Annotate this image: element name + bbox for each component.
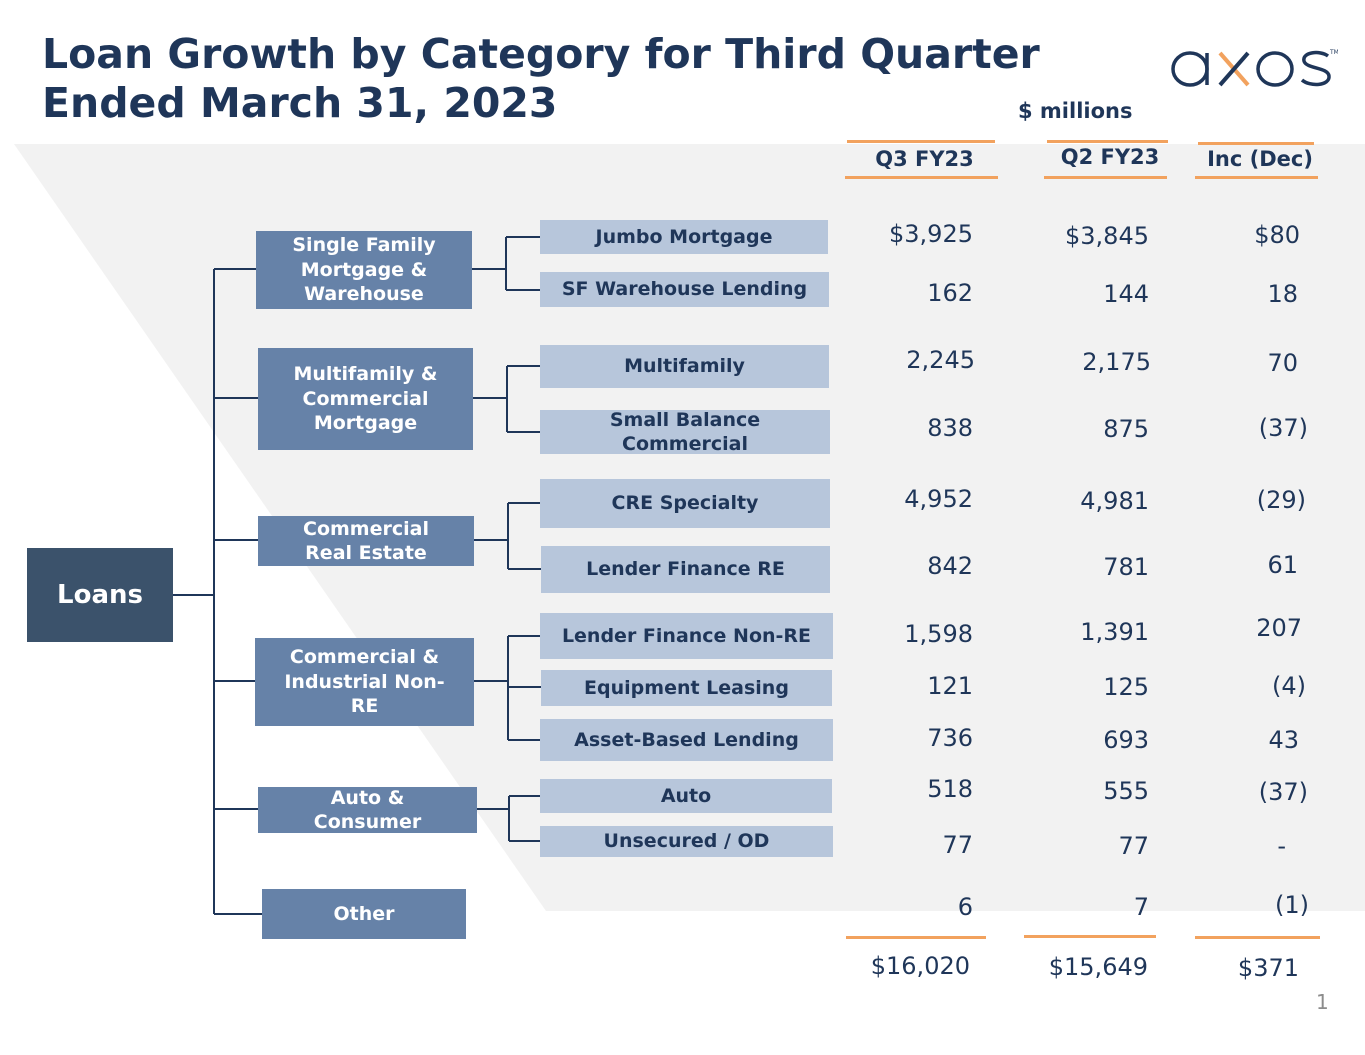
loans-root-label: Loans — [57, 580, 143, 610]
title-line-1: Loan Growth by Category for Third Quarte… — [42, 30, 1040, 78]
leaf-label: Lender Finance Non-RE — [561, 624, 812, 647]
q3-header-rule-top — [847, 140, 995, 143]
value-q3: 77 — [942, 831, 973, 859]
leaf-label: Asset-Based Lending — [574, 728, 799, 751]
value-q3: 6 — [957, 893, 973, 921]
group-label: Single Family Mortgage & Warehouse — [292, 234, 436, 306]
column-header-q2: Q2 FY23 — [1060, 145, 1160, 169]
group-label: Auto & Consumer — [313, 786, 422, 834]
value-change: (4) — [1272, 672, 1306, 700]
value-q2: 555 — [1103, 777, 1149, 805]
group-commercial-real-estate: Commercial Real Estate — [258, 516, 474, 566]
value-q2: 875 — [1103, 415, 1149, 443]
page-title: Loan Growth by Category for Third Quarte… — [42, 30, 1040, 128]
axos-logo: axos TM — [1171, 49, 1338, 87]
value-q3: 736 — [927, 724, 973, 752]
q2-header-rule-top — [1047, 140, 1168, 143]
value-change: (37) — [1258, 778, 1308, 806]
value-change: 43 — [1268, 726, 1299, 754]
leaf-lender-finance-non-re: Lender Finance Non-RE — [540, 613, 833, 659]
leaf-lender-finance-re: Lender Finance RE — [541, 546, 830, 593]
group-auto-consumer: Auto & Consumer — [258, 787, 477, 833]
value-change: 207 — [1256, 614, 1302, 642]
title-line-2: Ended March 31, 2023 — [42, 79, 558, 127]
value-q2: 1,391 — [1080, 618, 1149, 646]
leaf-label: Lender Finance RE — [586, 558, 785, 581]
leaf-label: Auto — [660, 784, 712, 807]
value-q2: $3,845 — [1065, 222, 1149, 250]
total-q3: $16,020 — [870, 952, 970, 980]
value-change: 61 — [1267, 551, 1298, 579]
q2-header-rule-bottom — [1044, 176, 1167, 179]
total-rule-q3 — [846, 936, 986, 939]
loans-root-box: Loans — [27, 548, 173, 642]
column-header-change: Inc (Dec) — [1207, 147, 1313, 171]
value-q3: 842 — [927, 552, 973, 580]
leaf-jumbo-mortgage: Jumbo Mortgage — [540, 220, 828, 254]
group-label: Commercial Real Estate — [303, 517, 429, 565]
group-multifamily-commercial: Multifamily & Commercial Mortgage — [258, 348, 473, 450]
leaf-unsecured-od: Unsecured / OD — [540, 826, 833, 857]
change-header-rule-top — [1198, 142, 1314, 145]
leaf-asset-based-lending: Asset-Based Lending — [540, 719, 833, 761]
total-rule-change — [1195, 936, 1320, 939]
leaf-equipment-leasing: Equipment Leasing — [541, 670, 832, 706]
value-q3: 2,245 — [906, 346, 975, 374]
value-q2: 2,175 — [1082, 348, 1151, 376]
change-header-rule-bottom — [1195, 176, 1318, 179]
leaf-label: Equipment Leasing — [584, 676, 789, 699]
column-header-q3: Q3 FY23 — [875, 147, 974, 171]
value-q2: 144 — [1103, 280, 1149, 308]
value-change: (1) — [1275, 891, 1309, 919]
value-q3: 1,598 — [904, 620, 973, 648]
leaf-label: Jumbo Mortgage — [595, 225, 773, 248]
value-change: $80 — [1254, 221, 1300, 249]
leaf-label: SF Warehouse Lending — [561, 278, 808, 301]
leaf-cre-specialty: CRE Specialty — [540, 479, 830, 528]
leaf-label: Multifamily — [624, 355, 745, 378]
leaf-multifamily: Multifamily — [540, 345, 829, 388]
group-single-family: Single Family Mortgage & Warehouse — [256, 231, 472, 309]
value-q2: 781 — [1103, 553, 1149, 581]
leaf-label: Unsecured / OD — [603, 830, 770, 853]
value-change: (29) — [1256, 486, 1306, 514]
value-q3: 838 — [927, 414, 973, 442]
value-q2: 7 — [1133, 893, 1149, 921]
value-q2: 4,981 — [1080, 487, 1149, 515]
total-q2: $15,649 — [1048, 953, 1148, 981]
units-label: $ millions — [1018, 99, 1133, 123]
group-commercial-industrial: Commercial & Industrial Non-RE — [255, 638, 474, 726]
value-change: 70 — [1267, 349, 1298, 377]
svg-text:TM: TM — [1329, 49, 1338, 56]
value-q3: 4,952 — [904, 485, 973, 513]
value-q3: $3,925 — [889, 220, 973, 248]
value-q3: 121 — [927, 672, 973, 700]
group-other: Other — [262, 889, 466, 939]
value-q3: 162 — [927, 279, 973, 307]
q3-header-rule-bottom — [845, 176, 998, 179]
value-change: (37) — [1258, 414, 1308, 442]
total-rule-q2 — [1024, 935, 1156, 938]
leaf-label: Small Balance Commercial — [609, 408, 761, 456]
leaf-auto: Auto — [540, 779, 832, 813]
group-label: Commercial & Industrial Non-RE — [284, 646, 445, 718]
group-label: Other — [333, 902, 395, 925]
leaf-label: CRE Specialty — [611, 492, 759, 515]
value-change: 18 — [1267, 280, 1298, 308]
leaf-sf-warehouse-lending: SF Warehouse Lending — [540, 272, 829, 307]
value-q3: 518 — [927, 775, 973, 803]
value-q2: 77 — [1118, 832, 1149, 860]
leaf-small-balance-commercial: Small Balance Commercial — [540, 408, 830, 456]
value-q2: 125 — [1103, 673, 1149, 701]
total-change: $371 — [1237, 954, 1299, 982]
page-number: 1 — [1316, 990, 1329, 1014]
value-q2: 693 — [1103, 726, 1149, 754]
group-label: Multifamily & Commercial Mortgage — [293, 363, 438, 435]
value-change: - — [1277, 832, 1286, 860]
